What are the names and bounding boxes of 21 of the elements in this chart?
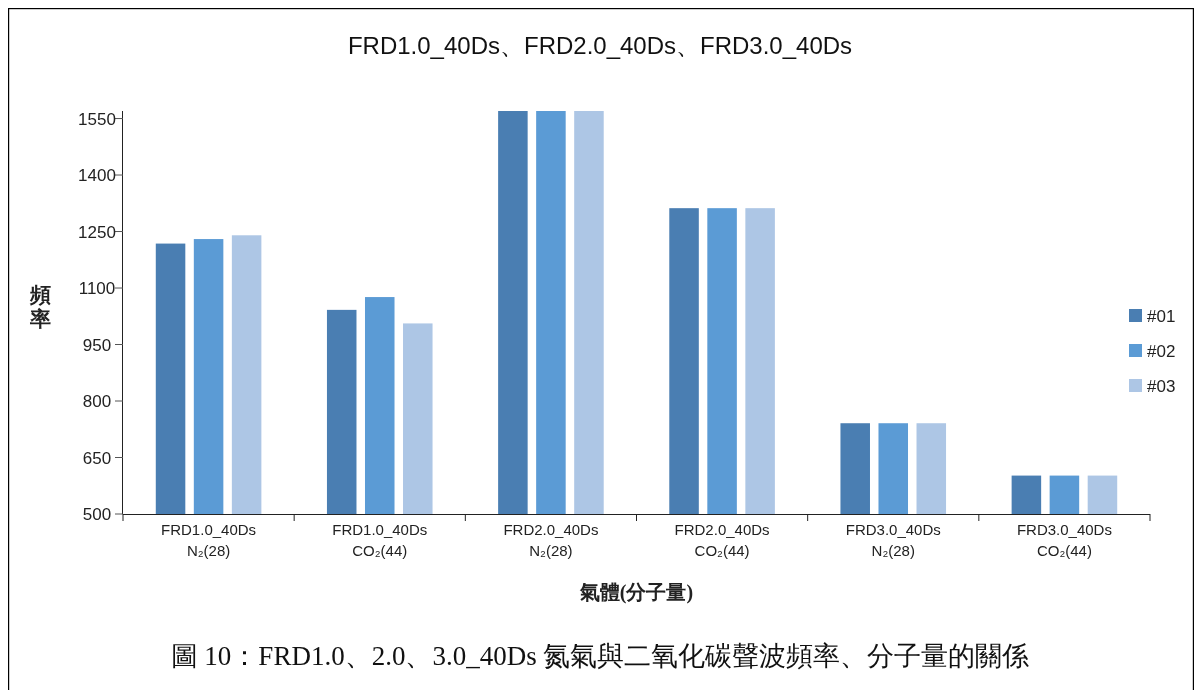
x-tick-label: FRD2.0_40Ds CO₂(44): [674, 521, 770, 559]
x-axis-title: 氣體(分子量): [578, 581, 694, 604]
y-tick-label: 1400: [78, 166, 116, 186]
caption: 圖 10：FRD1.0、2.0、3.0_40Ds 氮氣與二氧化碳聲波頻率、分子量的關係: [170, 641, 1030, 671]
y-tick-label: 650: [82, 448, 112, 468]
y-tick-label: 1100: [78, 279, 116, 299]
y-tick-label: 500: [82, 505, 112, 524]
x-tick-label: FRD1.0_40Ds N₂(28): [161, 521, 257, 559]
legend-label: #02: [1147, 342, 1176, 361]
x-tick-label: FRD3.0_40Ds CO₂(44): [1016, 521, 1112, 559]
y-tick-label: 950: [82, 335, 112, 355]
legend-label: #01: [1147, 307, 1176, 326]
x-tick-label: FRD2.0_40Ds N₂(28): [503, 521, 599, 559]
chart-title: FRD1.0_40Ds、FRD2.0_40Ds、FRD3.0_40Ds: [347, 32, 853, 59]
y-tick-label: 800: [82, 392, 112, 412]
x-tick-label: FRD3.0_40Ds N₂(28): [845, 521, 941, 559]
y-tick-label: 1250: [78, 222, 116, 242]
y-tick-label: 1550: [78, 109, 116, 129]
x-tick-label: FRD1.0_40Ds CO₂(44): [332, 521, 428, 559]
legend-label: #03: [1147, 377, 1176, 396]
y-axis-title: 頻率: [28, 283, 51, 331]
